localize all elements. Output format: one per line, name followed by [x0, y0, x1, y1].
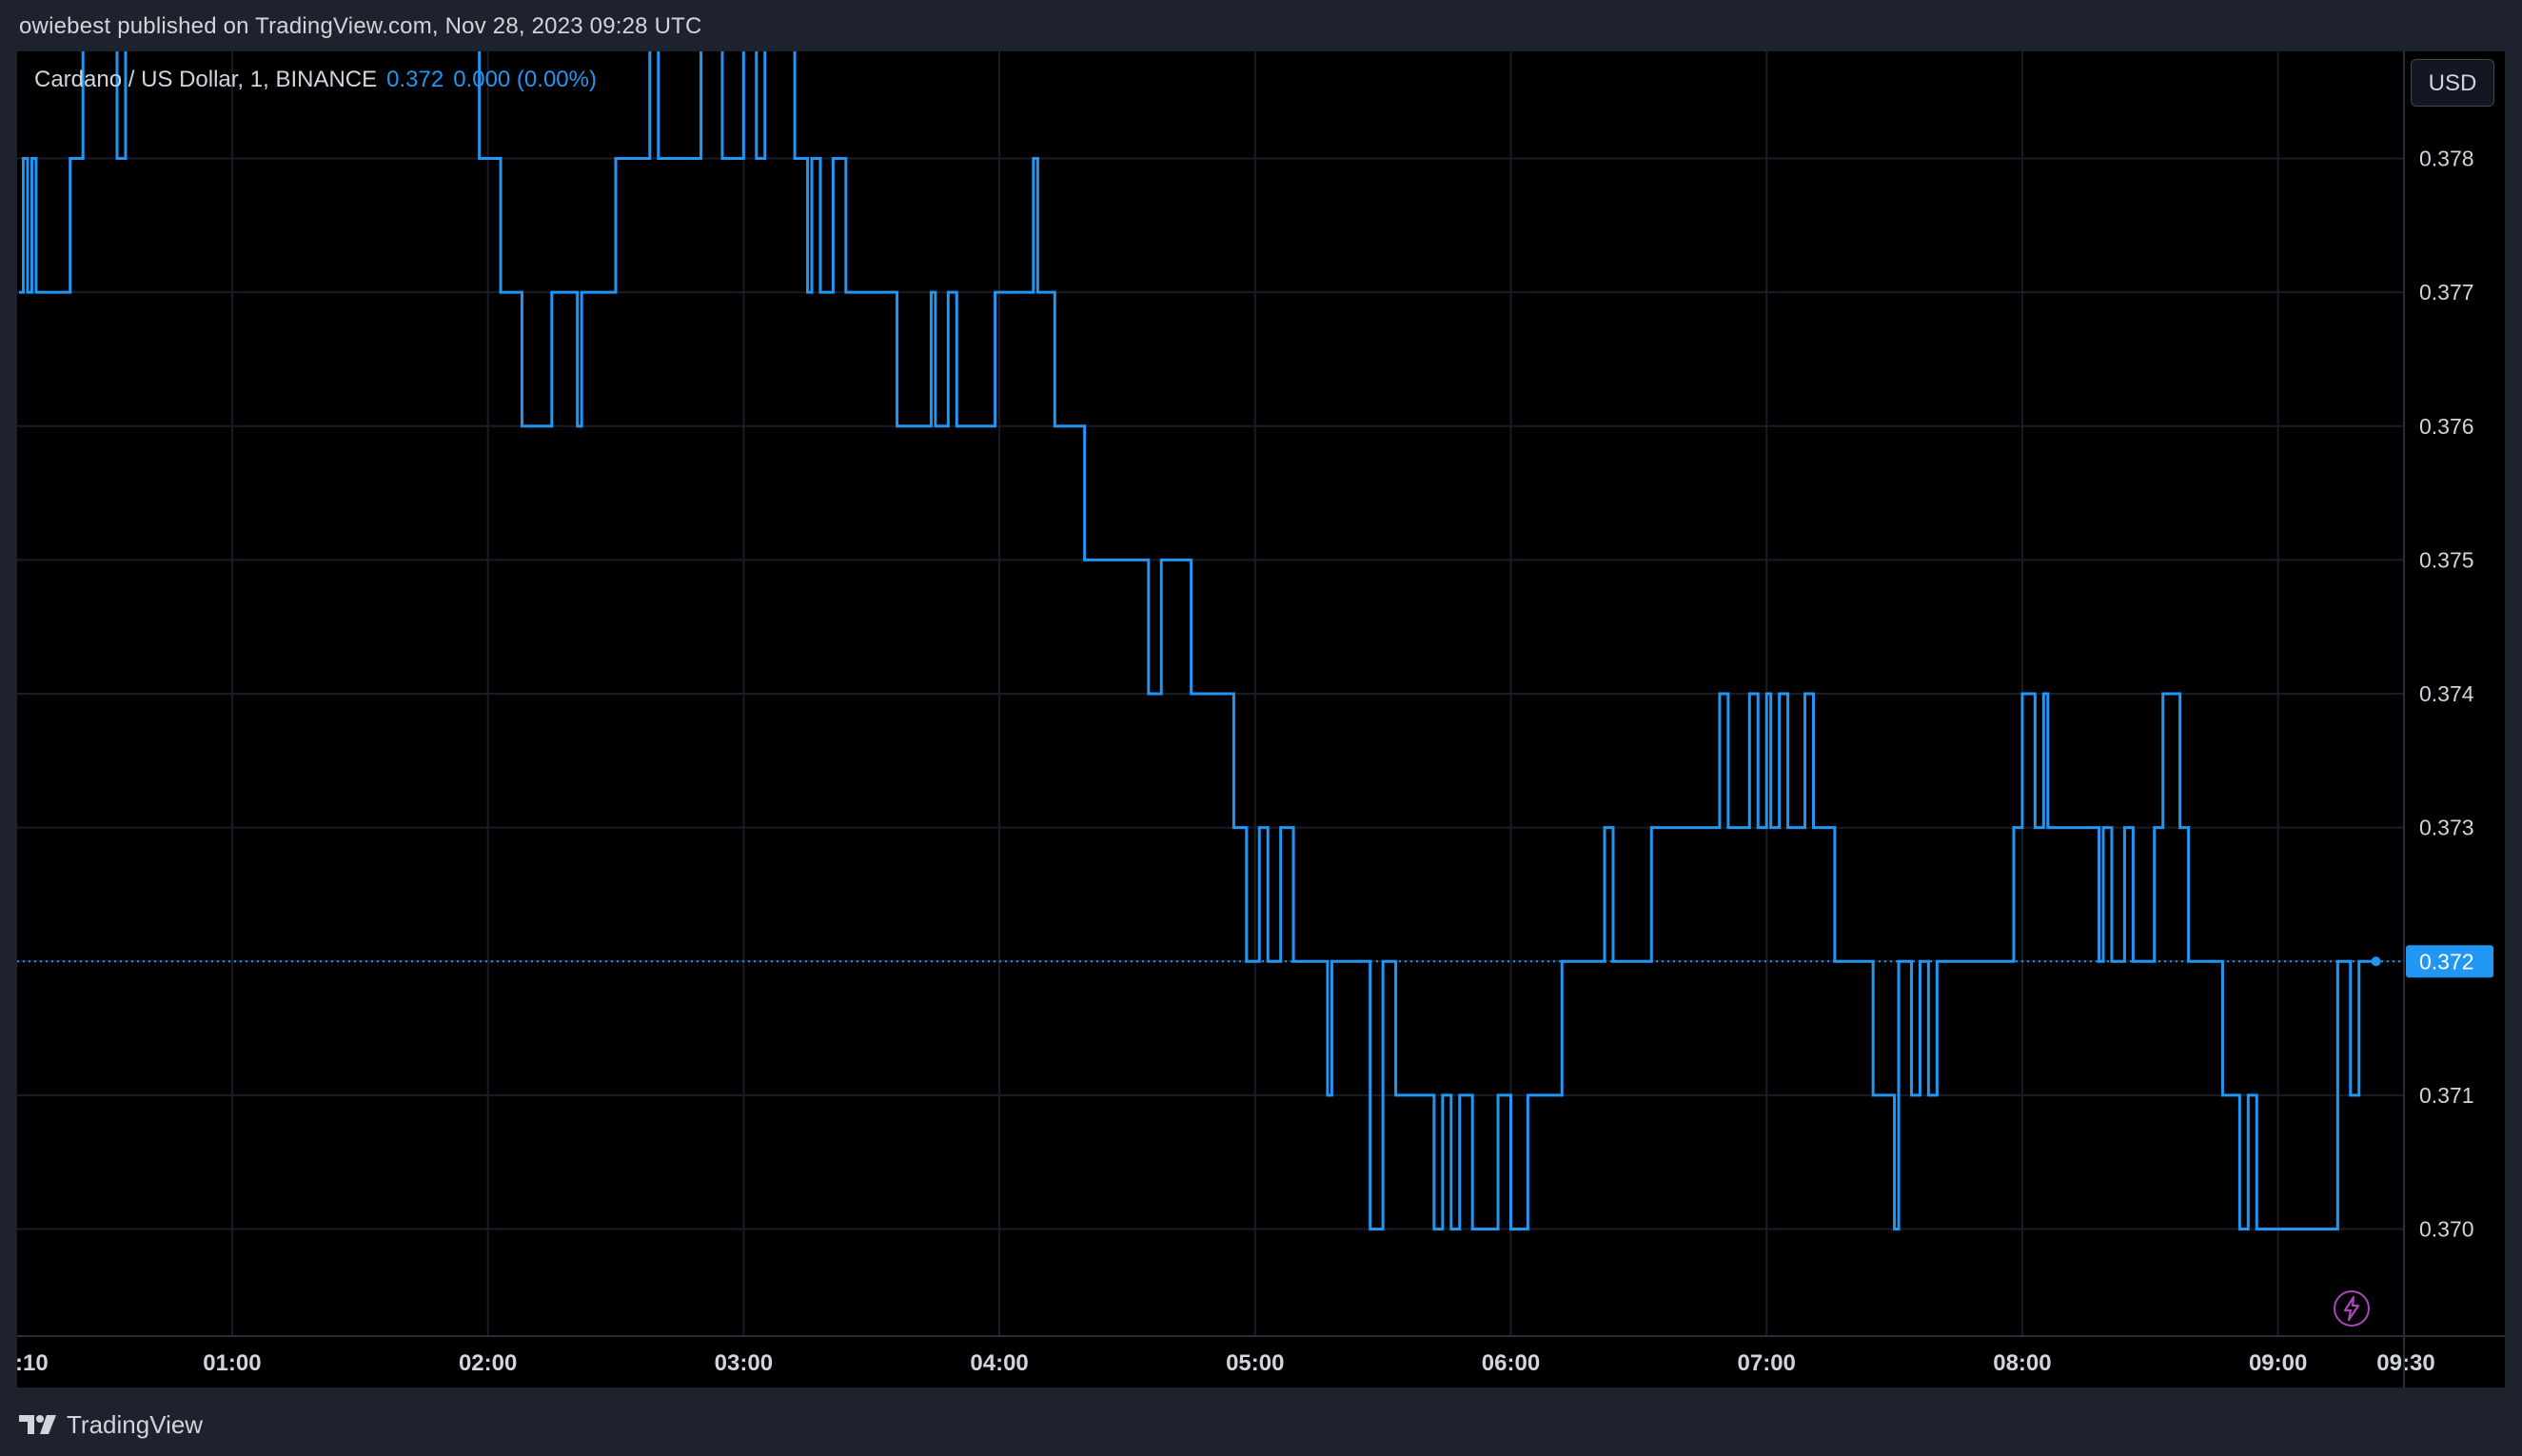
lightning-bolt-icon[interactable] — [2334, 1290, 2370, 1327]
tradingview-logo-icon — [19, 1415, 56, 1434]
x-tick-label: 06:00 — [1482, 1350, 1540, 1376]
published-caption: owiebest published on TradingView.com, N… — [19, 13, 702, 39]
y-tick-label: 0.374 — [2419, 681, 2474, 706]
bottom-bar — [0, 1387, 2522, 1456]
last-price-label: 0.372 — [2419, 949, 2474, 974]
x-tick-label: 04:00 — [970, 1350, 1028, 1376]
legend-value: 0.372 — [386, 67, 444, 92]
x-tick-label: 02:00 — [459, 1350, 517, 1376]
x-tick-label: 09:00 — [2249, 1350, 2307, 1376]
x-tick-label: 01:00 — [203, 1350, 261, 1376]
currency-button[interactable]: USD — [2411, 59, 2494, 107]
x-tick-label: 05:00 — [1226, 1350, 1284, 1376]
last-price-point — [2371, 956, 2381, 967]
y-tick-label: 0.373 — [2419, 816, 2474, 840]
x-tick-label: 08:00 — [1993, 1350, 2051, 1376]
last-price-label-bg — [2406, 945, 2493, 978]
brand-name: TradingView — [67, 1409, 204, 1439]
y-tick-label: 0.375 — [2419, 547, 2474, 572]
frame-right-edge — [2505, 51, 2522, 1387]
legend-symbol: Cardano / US Dollar, 1, BINANCE — [34, 67, 378, 92]
x-tick-label: 03:00 — [715, 1350, 773, 1376]
top-bar — [0, 0, 2522, 51]
price-line-series — [19, 51, 2376, 1230]
x-tick-label: 09:30 — [2376, 1350, 2434, 1376]
y-tick-label: 0.371 — [2419, 1083, 2474, 1108]
chart-legend: Cardano / US Dollar, 1, BINANCE 0.372 0.00… — [34, 67, 597, 93]
y-tick-label: 0.378 — [2419, 147, 2474, 171]
chart-frame[interactable] — [17, 51, 2505, 1387]
y-tick-label: 0.377 — [2419, 280, 2474, 305]
y-tick-label: 0.370 — [2419, 1217, 2474, 1242]
frame-left-edge — [0, 51, 17, 1387]
x-tick-label: 07:00 — [1738, 1350, 1796, 1376]
brand[interactable]: TradingView — [19, 1408, 203, 1441]
legend-change: 0.000 (0.00%) — [453, 67, 597, 92]
y-tick-label: 0.376 — [2419, 414, 2474, 439]
